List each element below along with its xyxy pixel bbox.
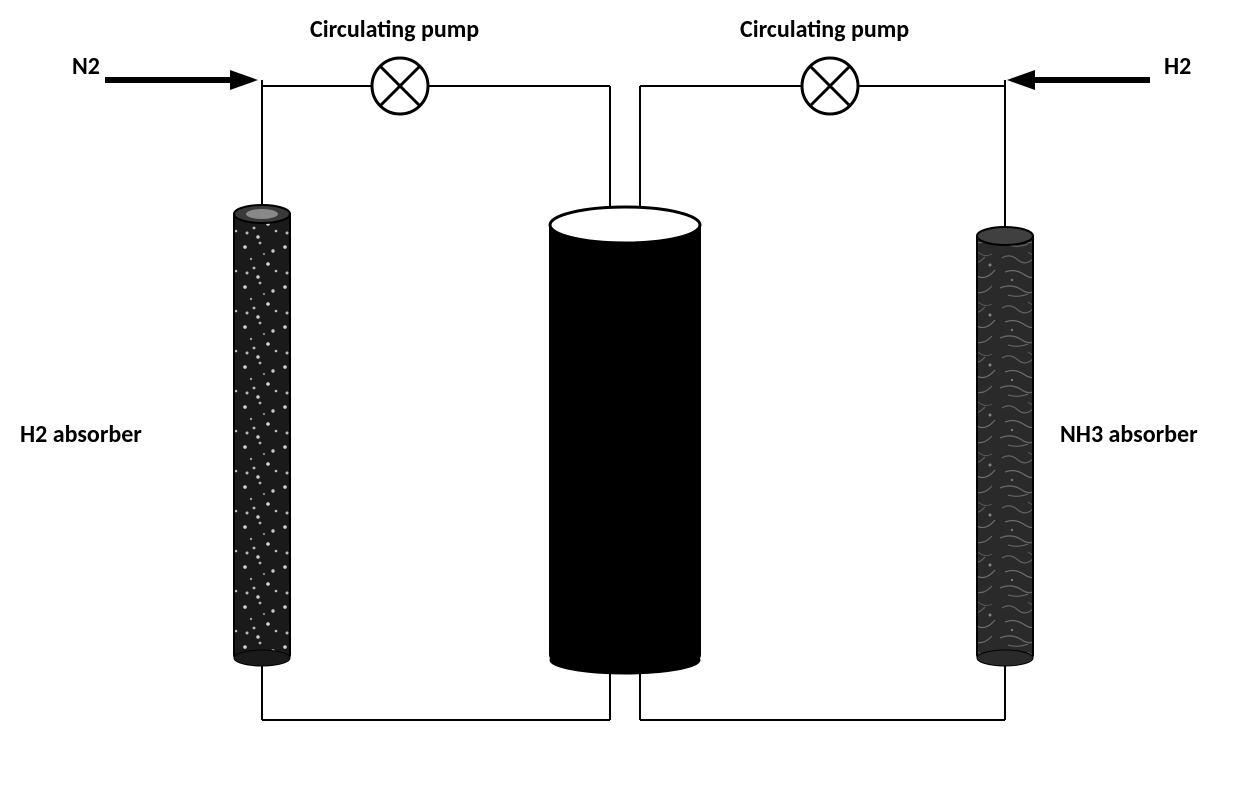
pump-left-label: Circulating pump: [310, 15, 479, 44]
pump-right-label: Circulating pump: [740, 15, 909, 44]
h2-label: H2: [1164, 52, 1191, 81]
center-reactor-cylinder: [550, 207, 700, 674]
n2-label: N2: [72, 52, 100, 81]
h2-inlet-arrow: [1007, 70, 1150, 90]
pump-right-icon: [802, 58, 858, 114]
left-absorber-label: H2 absorber: [20, 420, 142, 449]
right-absorber-column: [977, 227, 1033, 666]
left-absorber-column: [234, 205, 290, 666]
right-absorber-label: NH3 absorber: [1060, 420, 1198, 449]
n2-inlet-arrow: [105, 70, 258, 90]
process-diagram: [0, 0, 1240, 806]
pump-left-icon: [372, 58, 428, 114]
